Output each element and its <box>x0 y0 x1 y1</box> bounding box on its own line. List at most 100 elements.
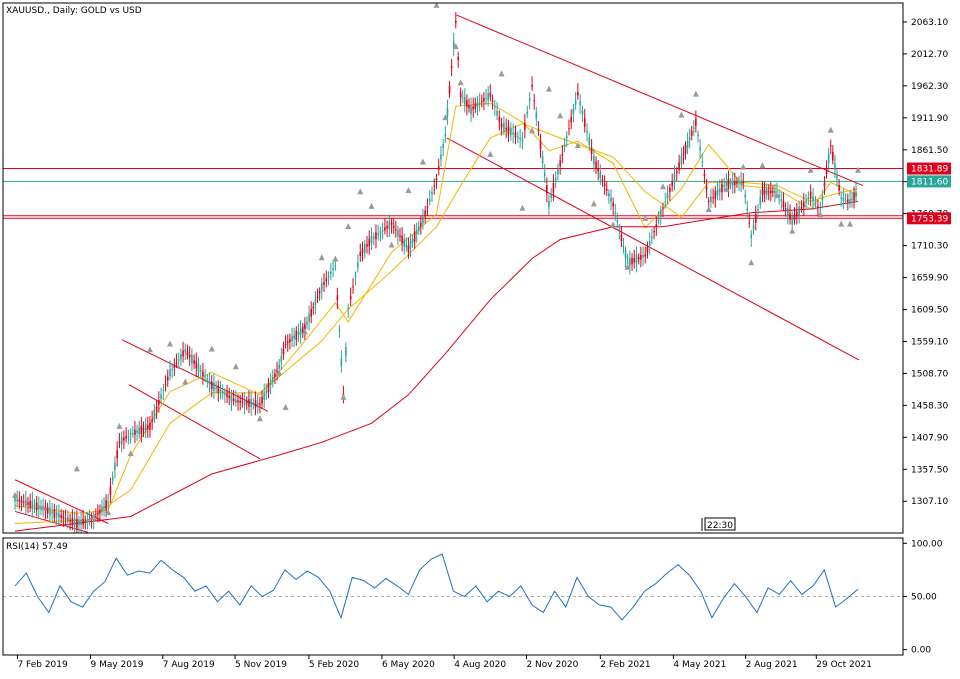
candle-body <box>586 130 588 133</box>
candle-body <box>669 187 671 193</box>
candle-body <box>746 208 749 211</box>
candle-body <box>480 100 483 102</box>
candle-body <box>853 192 855 201</box>
candle-body <box>204 376 206 378</box>
x-tick-label: 2 Feb 2021 <box>600 660 650 670</box>
candle-body <box>53 508 56 518</box>
rsi-y-tick-label: 0.00 <box>911 646 931 656</box>
candle-body <box>228 395 231 399</box>
fractal-marker <box>692 90 699 97</box>
candle-body <box>498 116 501 122</box>
candle-body <box>334 265 337 267</box>
candle-body <box>616 220 619 223</box>
candle-body <box>101 506 103 513</box>
candle-body <box>103 505 105 509</box>
candle-body <box>243 399 246 406</box>
candle-body <box>535 112 538 119</box>
x-tick-label: 4 May 2021 <box>673 660 726 670</box>
candle-body <box>267 383 270 393</box>
candle-body <box>809 191 812 199</box>
candle-body <box>800 207 803 209</box>
fractal-marker <box>405 187 412 194</box>
candle-body <box>690 130 693 136</box>
candle-body <box>537 129 540 131</box>
candle-body <box>338 329 341 331</box>
fractal-marker <box>529 127 536 134</box>
candle-body <box>738 182 740 184</box>
fractal-marker <box>545 85 552 92</box>
candle-body <box>401 235 403 244</box>
candle-body <box>431 191 433 195</box>
fractal-marker <box>301 328 308 335</box>
candle-body <box>289 338 291 343</box>
candle-body <box>199 370 202 372</box>
candle-body <box>763 190 766 194</box>
candle-body <box>384 227 386 231</box>
candle-body <box>718 188 721 193</box>
candle-body <box>581 110 584 115</box>
candle-body <box>836 175 838 179</box>
candle-body <box>349 295 352 300</box>
candle-body <box>213 382 215 391</box>
candle-body <box>583 117 586 127</box>
candle-body <box>405 244 408 248</box>
candle-body <box>780 198 783 202</box>
main-plot-frame <box>2 2 904 534</box>
price-label-text-2: 1753.39 <box>911 214 948 224</box>
candle-body <box>838 184 840 191</box>
fractal-marker <box>368 202 375 209</box>
candle-body <box>626 262 629 264</box>
candle-body <box>160 394 162 399</box>
fractal-marker <box>457 79 464 86</box>
candle-body <box>193 360 195 364</box>
fractal-marker <box>468 104 475 111</box>
candle-body <box>169 369 171 376</box>
candle-body <box>442 144 444 148</box>
x-tick-label: 7 Aug 2019 <box>163 660 215 670</box>
candle-body <box>276 370 278 372</box>
trend-line-wedge-bottom[interactable] <box>446 137 860 361</box>
candle-body <box>557 168 559 175</box>
candle-body <box>832 151 834 161</box>
trend-line-flag-2019-bottom[interactable] <box>128 384 261 460</box>
candle-body <box>357 262 359 268</box>
candle-body <box>415 231 418 235</box>
candle-body <box>250 399 252 408</box>
candle-body <box>631 257 633 265</box>
candle-body <box>699 147 701 151</box>
fractal-marker <box>40 504 47 511</box>
candle-body <box>22 501 25 503</box>
candle-body <box>533 100 535 102</box>
candle-body <box>426 206 429 208</box>
candle-body <box>107 501 109 504</box>
candle-body <box>293 335 295 339</box>
y-tick-label: 1307.10 <box>911 497 948 507</box>
candle-body <box>659 210 662 218</box>
candle-body <box>388 221 391 230</box>
candle-body <box>782 201 785 208</box>
candle-body <box>381 230 384 232</box>
candle-body <box>500 123 503 128</box>
candle-body <box>164 384 167 386</box>
candle-body <box>18 499 21 502</box>
trend-line-wedge-top[interactable] <box>456 14 864 187</box>
candle-body <box>78 520 80 526</box>
price-label-text-0: 1831.89 <box>911 165 948 175</box>
candle-body <box>552 183 555 193</box>
candle-body <box>173 364 176 368</box>
candle-body <box>208 380 211 385</box>
candle-body <box>459 92 462 98</box>
candle-body <box>295 330 298 340</box>
candle-body <box>14 497 16 502</box>
fractal-marker <box>127 450 134 457</box>
trend-line-flag-2019-top[interactable] <box>121 339 269 412</box>
candle-body <box>171 369 173 371</box>
candle-body <box>505 127 508 130</box>
candle-body <box>345 346 347 357</box>
candle-body <box>142 428 145 430</box>
candle-body <box>245 401 248 404</box>
fractal-marker <box>182 378 189 385</box>
candle-body <box>519 137 521 140</box>
candle-body <box>789 213 791 220</box>
